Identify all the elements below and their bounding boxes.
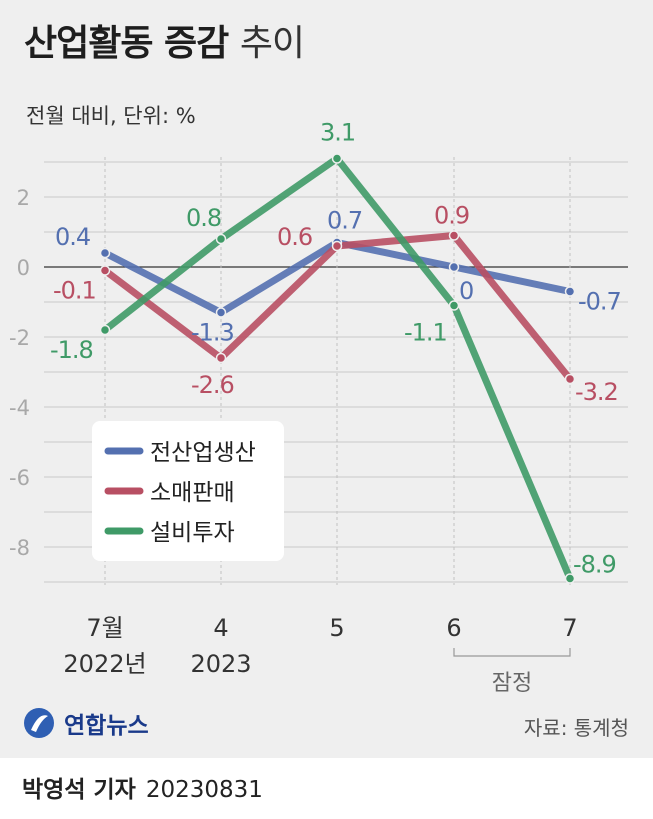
data-label: -1.1: [404, 319, 447, 347]
x-tick-label: 4: [213, 614, 228, 642]
legend-label: 소매판매: [150, 480, 235, 506]
legend-label: 설비투자: [150, 520, 235, 546]
byline: 박영석 기자 20230831: [22, 777, 263, 803]
data-label: -1.3: [191, 319, 234, 347]
legend-label: 전산업생산: [150, 440, 256, 466]
data-point: [215, 352, 227, 364]
data-point: [99, 265, 111, 276]
chart-title: 산업활동 증감 추이: [24, 23, 305, 64]
y-tick-label: -2: [9, 326, 30, 350]
data-point: [564, 286, 576, 297]
chart-subtitle: 전월 대비, 단위: %: [26, 104, 196, 128]
x-tick-label: 5: [329, 614, 344, 642]
x-tick-label: 7: [562, 614, 577, 642]
y-tick-label: -8: [9, 536, 30, 560]
data-label: -0.7: [578, 288, 621, 316]
y-tick-label: -6: [9, 466, 30, 490]
x-tick-label: 6: [446, 614, 461, 642]
y-tick-label: 2: [17, 186, 30, 210]
chart-panel: [0, 0, 653, 758]
source-note: 자료: 통계청: [523, 716, 629, 740]
x-tick-label-year: 2023: [190, 650, 251, 678]
data-point: [331, 153, 343, 164]
data-point: [564, 573, 576, 584]
data-label: -8.9: [573, 551, 616, 579]
logo-text: 연합뉴스: [64, 713, 149, 739]
data-label: -2.6: [191, 371, 234, 399]
provisional-label: 잠정: [492, 671, 532, 696]
data-point: [331, 240, 343, 252]
data-label: 0.7: [327, 207, 362, 235]
data-point: [99, 247, 111, 259]
data-label: -0.1: [53, 277, 96, 305]
yonhap-logo: 연합뉴스: [22, 706, 149, 740]
x-tick-label: 7월: [86, 614, 123, 642]
data-label: 0.9: [434, 202, 469, 230]
data-point: [448, 230, 460, 241]
provisional-bracket: [453, 648, 571, 657]
y-tick-label: -4: [9, 396, 30, 420]
data-point: [448, 300, 460, 311]
y-tick-label: 0: [17, 256, 30, 280]
x-tick-label-year: 2022년: [63, 650, 146, 678]
data-label: 3.1: [320, 119, 355, 147]
data-point: [99, 324, 111, 336]
data-point: [448, 261, 460, 273]
data-point: [215, 233, 227, 245]
legend-box: [92, 421, 284, 561]
data-point: [564, 373, 576, 385]
data-label: 0.8: [186, 204, 221, 232]
data-label: -1.8: [50, 336, 93, 364]
data-label: 0.6: [277, 223, 312, 251]
data-point: [215, 307, 227, 318]
data-label: -3.2: [575, 378, 618, 406]
line-chart: 2 0 -2 -4 -6 -8 7월 2022년 4 2023 5 6 7 잠정 0.4 -1.3 0.7 0 -0…: [9, 119, 628, 696]
data-label: 0: [459, 277, 473, 305]
yonhap-logo-icon: [24, 708, 54, 738]
data-label: 0.4: [55, 223, 90, 251]
